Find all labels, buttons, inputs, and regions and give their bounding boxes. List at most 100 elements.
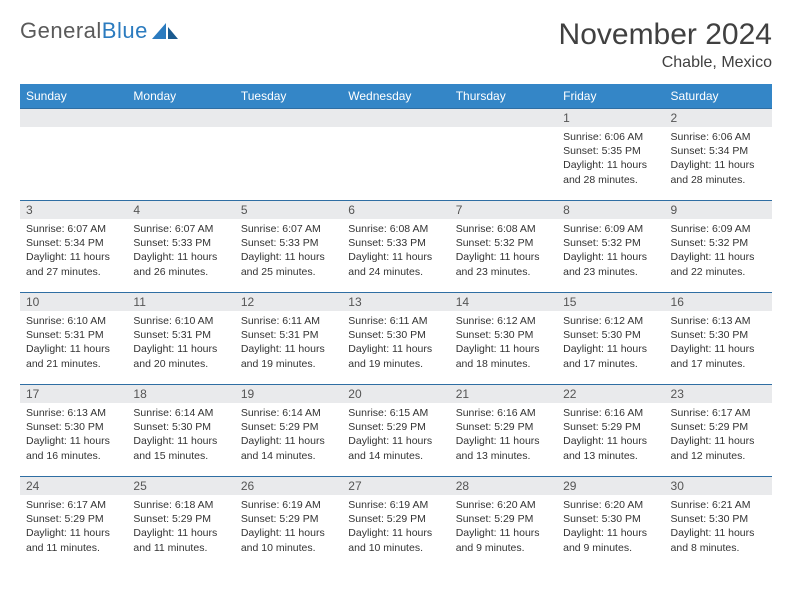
daylight-text: Daylight: 11 hours and 15 minutes. xyxy=(133,434,228,462)
sunset-text: Sunset: 5:29 PM xyxy=(671,420,766,434)
day-content: Sunrise: 6:16 AMSunset: 5:29 PMDaylight:… xyxy=(450,403,557,467)
sunrise-text: Sunrise: 6:20 AM xyxy=(456,498,551,512)
day-content: Sunrise: 6:17 AMSunset: 5:29 PMDaylight:… xyxy=(20,495,127,559)
day-number: 18 xyxy=(127,385,234,403)
day-header: Saturday xyxy=(665,84,772,109)
daylight-text: Daylight: 11 hours and 17 minutes. xyxy=(671,342,766,370)
sunset-text: Sunset: 5:29 PM xyxy=(241,420,336,434)
day-content: Sunrise: 6:11 AMSunset: 5:31 PMDaylight:… xyxy=(235,311,342,375)
day-number: 11 xyxy=(127,293,234,311)
day-cell: 26Sunrise: 6:19 AMSunset: 5:29 PMDayligh… xyxy=(235,477,342,569)
sunset-text: Sunset: 5:32 PM xyxy=(671,236,766,250)
day-number: 4 xyxy=(127,201,234,219)
day-number: 8 xyxy=(557,201,664,219)
sunrise-text: Sunrise: 6:17 AM xyxy=(26,498,121,512)
sunset-text: Sunset: 5:33 PM xyxy=(241,236,336,250)
sunrise-text: Sunrise: 6:17 AM xyxy=(671,406,766,420)
sunset-text: Sunset: 5:29 PM xyxy=(133,512,228,526)
day-cell: 19Sunrise: 6:14 AMSunset: 5:29 PMDayligh… xyxy=(235,385,342,477)
day-header-row: Sunday Monday Tuesday Wednesday Thursday… xyxy=(20,84,772,109)
sunset-text: Sunset: 5:29 PM xyxy=(348,512,443,526)
sunset-text: Sunset: 5:31 PM xyxy=(26,328,121,342)
sunrise-text: Sunrise: 6:07 AM xyxy=(241,222,336,236)
sunset-text: Sunset: 5:31 PM xyxy=(241,328,336,342)
day-header: Tuesday xyxy=(235,84,342,109)
sunrise-text: Sunrise: 6:16 AM xyxy=(563,406,658,420)
day-number: 7 xyxy=(450,201,557,219)
day-number: 12 xyxy=(235,293,342,311)
sunset-text: Sunset: 5:30 PM xyxy=(671,328,766,342)
day-content: Sunrise: 6:08 AMSunset: 5:33 PMDaylight:… xyxy=(342,219,449,283)
day-content: Sunrise: 6:06 AMSunset: 5:35 PMDaylight:… xyxy=(557,127,664,191)
daylight-text: Daylight: 11 hours and 13 minutes. xyxy=(456,434,551,462)
sunset-text: Sunset: 5:34 PM xyxy=(26,236,121,250)
day-cell: 6Sunrise: 6:08 AMSunset: 5:33 PMDaylight… xyxy=(342,201,449,293)
sunrise-text: Sunrise: 6:18 AM xyxy=(133,498,228,512)
daylight-text: Daylight: 11 hours and 28 minutes. xyxy=(671,158,766,186)
location: Chable, Mexico xyxy=(559,54,772,72)
week-row: 17Sunrise: 6:13 AMSunset: 5:30 PMDayligh… xyxy=(20,385,772,477)
day-cell: 28Sunrise: 6:20 AMSunset: 5:29 PMDayligh… xyxy=(450,477,557,569)
sunrise-text: Sunrise: 6:11 AM xyxy=(348,314,443,328)
day-cell: 30Sunrise: 6:21 AMSunset: 5:30 PMDayligh… xyxy=(665,477,772,569)
daylight-text: Daylight: 11 hours and 24 minutes. xyxy=(348,250,443,278)
day-content: Sunrise: 6:20 AMSunset: 5:29 PMDaylight:… xyxy=(450,495,557,559)
day-content: Sunrise: 6:12 AMSunset: 5:30 PMDaylight:… xyxy=(557,311,664,375)
daylight-text: Daylight: 11 hours and 10 minutes. xyxy=(241,526,336,554)
calendar-table: Sunday Monday Tuesday Wednesday Thursday… xyxy=(20,84,772,569)
sunset-text: Sunset: 5:29 PM xyxy=(241,512,336,526)
day-number: 19 xyxy=(235,385,342,403)
day-header: Sunday xyxy=(20,84,127,109)
day-header: Monday xyxy=(127,84,234,109)
daylight-text: Daylight: 11 hours and 11 minutes. xyxy=(133,526,228,554)
sunset-text: Sunset: 5:30 PM xyxy=(348,328,443,342)
day-cell xyxy=(450,109,557,201)
day-number: 23 xyxy=(665,385,772,403)
logo-text-gray: General xyxy=(20,18,102,44)
daylight-text: Daylight: 11 hours and 14 minutes. xyxy=(241,434,336,462)
day-cell: 15Sunrise: 6:12 AMSunset: 5:30 PMDayligh… xyxy=(557,293,664,385)
daylight-text: Daylight: 11 hours and 21 minutes. xyxy=(26,342,121,370)
logo: GeneralBlue xyxy=(20,18,178,44)
day-number: 2 xyxy=(665,109,772,127)
daylight-text: Daylight: 11 hours and 28 minutes. xyxy=(563,158,658,186)
day-number: 25 xyxy=(127,477,234,495)
sunrise-text: Sunrise: 6:07 AM xyxy=(133,222,228,236)
day-content: Sunrise: 6:14 AMSunset: 5:30 PMDaylight:… xyxy=(127,403,234,467)
day-number: 20 xyxy=(342,385,449,403)
day-cell: 18Sunrise: 6:14 AMSunset: 5:30 PMDayligh… xyxy=(127,385,234,477)
day-content: Sunrise: 6:12 AMSunset: 5:30 PMDaylight:… xyxy=(450,311,557,375)
logo-text-blue: Blue xyxy=(102,18,148,44)
sunset-text: Sunset: 5:30 PM xyxy=(671,512,766,526)
day-number: 14 xyxy=(450,293,557,311)
day-number: 30 xyxy=(665,477,772,495)
daylight-text: Daylight: 11 hours and 14 minutes. xyxy=(348,434,443,462)
sunrise-text: Sunrise: 6:19 AM xyxy=(241,498,336,512)
day-number: 28 xyxy=(450,477,557,495)
day-cell xyxy=(342,109,449,201)
sunset-text: Sunset: 5:30 PM xyxy=(456,328,551,342)
day-header: Wednesday xyxy=(342,84,449,109)
day-content: Sunrise: 6:14 AMSunset: 5:29 PMDaylight:… xyxy=(235,403,342,467)
daylight-text: Daylight: 11 hours and 16 minutes. xyxy=(26,434,121,462)
sunset-text: Sunset: 5:33 PM xyxy=(348,236,443,250)
header: GeneralBlue November 2024 Chable, Mexico xyxy=(20,18,772,72)
sunset-text: Sunset: 5:29 PM xyxy=(563,420,658,434)
day-content: Sunrise: 6:17 AMSunset: 5:29 PMDaylight:… xyxy=(665,403,772,467)
sunrise-text: Sunrise: 6:07 AM xyxy=(26,222,121,236)
sunset-text: Sunset: 5:32 PM xyxy=(456,236,551,250)
day-number: 17 xyxy=(20,385,127,403)
day-cell: 8Sunrise: 6:09 AMSunset: 5:32 PMDaylight… xyxy=(557,201,664,293)
sunset-text: Sunset: 5:30 PM xyxy=(133,420,228,434)
day-number: 10 xyxy=(20,293,127,311)
day-cell: 12Sunrise: 6:11 AMSunset: 5:31 PMDayligh… xyxy=(235,293,342,385)
day-cell: 24Sunrise: 6:17 AMSunset: 5:29 PMDayligh… xyxy=(20,477,127,569)
sunrise-text: Sunrise: 6:11 AM xyxy=(241,314,336,328)
daylight-text: Daylight: 11 hours and 19 minutes. xyxy=(241,342,336,370)
daylight-text: Daylight: 11 hours and 8 minutes. xyxy=(671,526,766,554)
day-number: 24 xyxy=(20,477,127,495)
day-number: 6 xyxy=(342,201,449,219)
day-number: 27 xyxy=(342,477,449,495)
sunrise-text: Sunrise: 6:20 AM xyxy=(563,498,658,512)
sunrise-text: Sunrise: 6:06 AM xyxy=(671,130,766,144)
